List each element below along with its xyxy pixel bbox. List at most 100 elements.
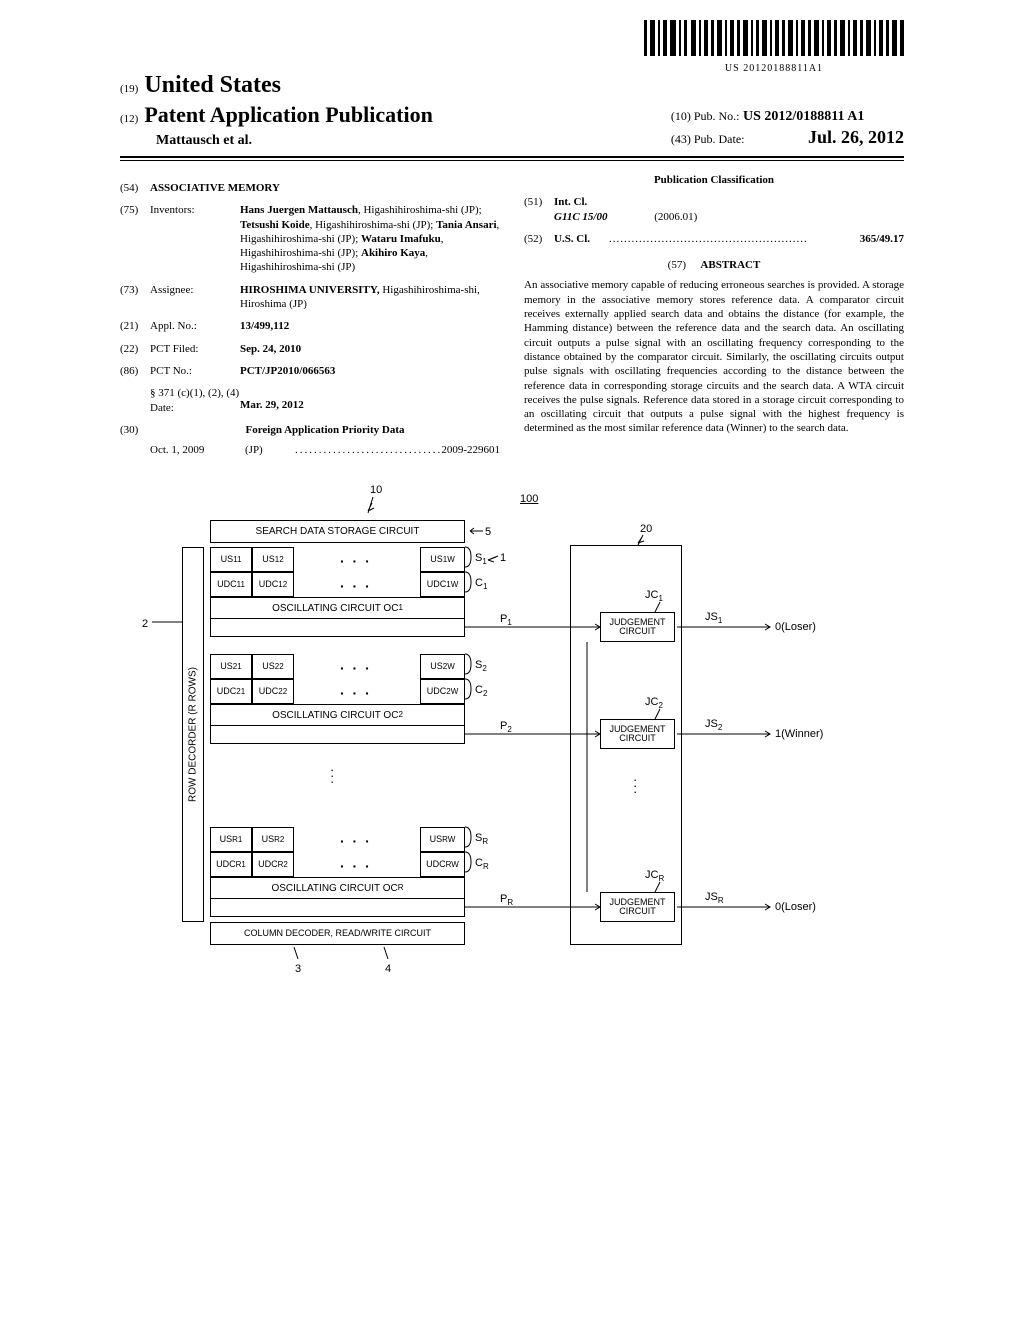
cell-usr1: USR1 bbox=[210, 827, 252, 852]
right-column: Publication Classification (51) Int. Cl.… bbox=[524, 173, 904, 457]
cell-us1w: US1W bbox=[420, 547, 465, 572]
cell-usr2: USR2 bbox=[252, 827, 294, 852]
appl-label: Appl. No.: bbox=[150, 319, 240, 333]
cell-udc12: UDC12 bbox=[252, 572, 294, 597]
intcl-label: Int. Cl. bbox=[554, 195, 697, 209]
header: (19) United States (12) Patent Applicati… bbox=[120, 70, 904, 150]
rule-heavy bbox=[120, 156, 904, 158]
cell-udc2w: UDC2W bbox=[420, 679, 465, 704]
pct-filed-num: (22) bbox=[120, 342, 150, 356]
s1-label: S1 bbox=[475, 551, 487, 568]
title: ASSOCIATIVE MEMORY bbox=[150, 181, 500, 195]
uscl-label: U.S. Cl. bbox=[554, 232, 609, 246]
priority-date: Oct. 1, 2009 bbox=[150, 443, 245, 457]
ellipsis-v1: ··· bbox=[330, 767, 334, 785]
barcode-area: US 20120188811A1 bbox=[644, 20, 904, 75]
cell-us2w: US2W bbox=[420, 654, 465, 679]
intcl-code: G11C 15/00 bbox=[554, 211, 607, 223]
osc-1: OSCILLATING CIRCUIT OC1 bbox=[210, 597, 465, 619]
abstract-text: An associative memory capable of reducin… bbox=[524, 278, 904, 435]
title-num: (54) bbox=[120, 181, 150, 195]
ellipsis-rRb: · · · bbox=[340, 857, 372, 875]
s371-value: Mar. 29, 2012 bbox=[240, 386, 500, 415]
osc-r: OSCILLATING CIRCUIT OCR bbox=[210, 877, 465, 899]
cell-usrw: USRW bbox=[420, 827, 465, 852]
cell-udcrw: UDCRW bbox=[420, 852, 465, 877]
sr-label: SR bbox=[475, 831, 488, 848]
pct-no-label: PCT No.: bbox=[150, 364, 240, 378]
jcr: JUDGEMENT CIRCUIT bbox=[600, 892, 675, 922]
jc2-label: JC2 bbox=[645, 695, 663, 712]
pct-no-value: PCT/JP2010/066563 bbox=[240, 364, 500, 378]
ref-2: 2 bbox=[142, 617, 148, 631]
p1-label: P1 bbox=[500, 612, 512, 629]
inventors-label: Inventors: bbox=[150, 203, 240, 274]
assignee-label: Assignee: bbox=[150, 283, 240, 312]
priority-value: 2009-229601 bbox=[441, 443, 500, 457]
pct-filed-value: Sep. 24, 2010 bbox=[240, 342, 500, 356]
s2-label: S2 bbox=[475, 658, 487, 675]
inventors-num: (75) bbox=[120, 203, 150, 274]
pr-label: PR bbox=[500, 892, 513, 909]
cell-us21: US21 bbox=[210, 654, 252, 679]
assignee-num: (73) bbox=[120, 283, 150, 312]
appl-num: (21) bbox=[120, 319, 150, 333]
cr-label: CR bbox=[475, 856, 489, 873]
header-us: United States bbox=[144, 70, 281, 101]
jsr-label: JSR bbox=[705, 890, 724, 907]
header-prefix-19: (19) bbox=[120, 82, 138, 96]
inventors-value: Hans Juergen Mattausch, Higashihiroshima… bbox=[240, 203, 500, 274]
header-pap: Patent Application Publication bbox=[144, 101, 432, 130]
jc1-label: JC1 bbox=[645, 588, 663, 605]
out-2: 1(Winner) bbox=[775, 727, 823, 741]
jcr-label: JCR bbox=[645, 868, 664, 885]
search-title: SEARCH DATA STORAGE CIRCUIT bbox=[210, 520, 465, 543]
cell-udc11: UDC11 bbox=[210, 572, 252, 597]
cell-udcr1: UDCR1 bbox=[210, 852, 252, 877]
ellipsis-r2a: · · · bbox=[340, 659, 372, 677]
intcl-num: (51) bbox=[524, 195, 554, 224]
cell-udc1w: UDC1W bbox=[420, 572, 465, 597]
pub-date: Jul. 26, 2012 bbox=[808, 127, 904, 147]
cell-udc22: UDC22 bbox=[252, 679, 294, 704]
barcode-number: US 20120188811A1 bbox=[644, 62, 904, 75]
uscl-filler: ........................................… bbox=[609, 232, 860, 246]
ellipsis-rRa: · · · bbox=[340, 832, 372, 850]
header-prefix-12: (12) bbox=[120, 112, 138, 126]
two-columns: (54) ASSOCIATIVE MEMORY (75) Inventors: … bbox=[120, 173, 904, 457]
jc2: JUDGEMENT CIRCUIT bbox=[600, 719, 675, 749]
osc-2: OSCILLATING CIRCUIT OC2 bbox=[210, 704, 465, 726]
uscl-num: (52) bbox=[524, 232, 554, 246]
intcl-year: (2006.01) bbox=[654, 211, 697, 223]
out-r: 0(Loser) bbox=[775, 900, 816, 914]
cell-us12: US12 bbox=[252, 547, 294, 572]
row-decoder: ROW DECORDER (R ROWS) bbox=[182, 547, 204, 922]
priority-title: Foreign Application Priority Data bbox=[150, 423, 500, 437]
pct-no-num: (86) bbox=[120, 364, 150, 378]
uscl-value: 365/49.17 bbox=[860, 232, 904, 246]
pct-filed-label: PCT Filed: bbox=[150, 342, 240, 356]
ellipsis-r1b: · · · bbox=[340, 577, 372, 595]
out-1: 0(Loser) bbox=[775, 620, 816, 634]
ellipsis-r1a: · · · bbox=[340, 552, 372, 570]
c2-label: C2 bbox=[475, 683, 487, 700]
s371-label: § 371 (c)(1), (2), (4) Date: bbox=[150, 386, 240, 415]
abstract-label: ABSTRACT bbox=[700, 258, 760, 272]
c1-label: C1 bbox=[475, 576, 487, 593]
col-decoder: COLUMN DECODER, READ/WRITE CIRCUIT bbox=[210, 922, 465, 945]
jc1: JUDGEMENT CIRCUIT bbox=[600, 612, 675, 642]
pub-no-prefix: (10) Pub. No.: bbox=[671, 109, 740, 123]
abstract-num: (57) bbox=[668, 258, 698, 272]
ellipsis-r2b: · · · bbox=[340, 684, 372, 702]
pub-no: US 2012/0188811 A1 bbox=[743, 109, 864, 124]
assignee-value: HIROSHIMA UNIVERSITY, Higashihiroshima-s… bbox=[240, 283, 500, 312]
appl-value: 13/499,112 bbox=[240, 319, 500, 333]
s371-empty bbox=[120, 386, 150, 415]
pub-date-prefix: (43) Pub. Date: bbox=[671, 132, 745, 146]
barcode-image bbox=[644, 20, 904, 56]
cell-udc21: UDC21 bbox=[210, 679, 252, 704]
priority-num: (30) bbox=[120, 423, 150, 437]
priority-filler: ................................ bbox=[295, 443, 441, 457]
left-column: (54) ASSOCIATIVE MEMORY (75) Inventors: … bbox=[120, 173, 500, 457]
rule-light bbox=[120, 160, 904, 161]
